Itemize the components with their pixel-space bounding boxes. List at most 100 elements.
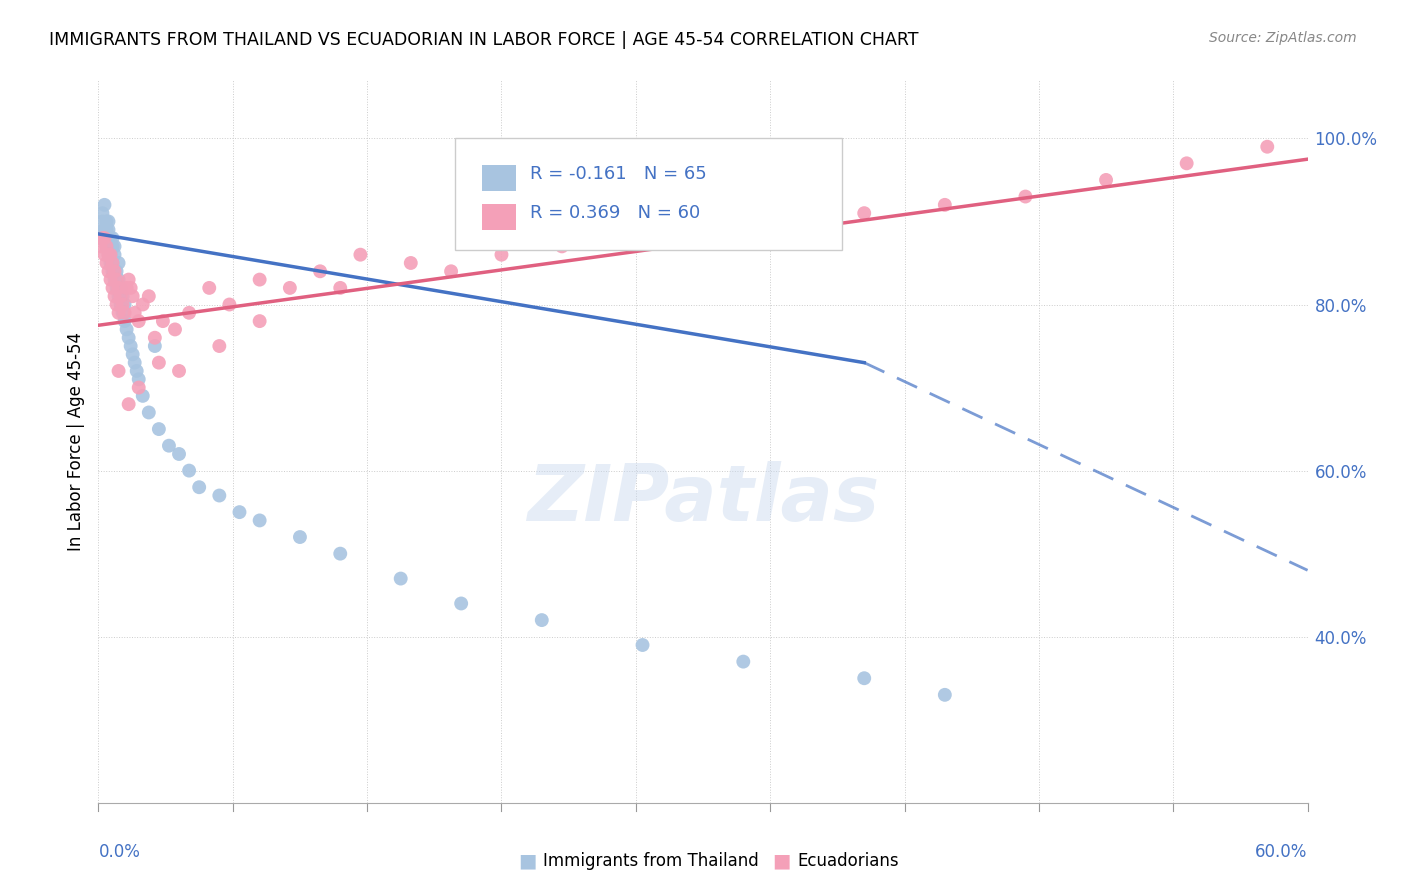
Point (399, 256, 422, 270)
Point (107, 281, 129, 295)
Point (101, 231, 124, 245)
Point (118, 331, 141, 345)
Point (329, 281, 352, 295)
Point (167, 447, 190, 461)
Point (111, 306, 134, 320)
Text: Source: ZipAtlas.com: Source: ZipAtlas.com (1209, 31, 1357, 45)
Point (1175, 156, 1198, 170)
Point (105, 281, 128, 295)
Point (128, 314, 150, 328)
Point (111, 289, 134, 303)
Point (89, 231, 111, 245)
Point (114, 297, 136, 311)
Point (107, 289, 129, 303)
Point (148, 356, 170, 370)
Point (100, 272, 122, 286)
Point (97, 248, 120, 262)
Point (853, 206, 876, 220)
Point (107, 256, 129, 270)
FancyBboxPatch shape (482, 203, 516, 230)
Point (120, 339, 142, 353)
Point (934, 198, 956, 212)
Point (132, 389, 155, 403)
Point (115, 281, 138, 295)
Point (249, 314, 271, 328)
Point (100, 256, 122, 270)
Point (551, 239, 574, 253)
Point (530, 613, 553, 627)
Point (853, 671, 876, 685)
Point (96, 231, 118, 245)
Point (138, 289, 160, 303)
Point (103, 248, 125, 262)
FancyBboxPatch shape (456, 138, 842, 250)
Text: 0.0%: 0.0% (98, 843, 141, 861)
Point (93, 223, 115, 237)
Point (111, 297, 134, 311)
Point (107, 306, 129, 320)
Point (103, 264, 125, 278)
Point (309, 264, 332, 278)
Point (97, 223, 120, 237)
Point (198, 281, 221, 295)
Point (249, 272, 271, 286)
Point (143, 331, 166, 345)
Point (167, 364, 190, 378)
Point (179, 464, 201, 478)
Point (93, 248, 115, 262)
Point (278, 281, 301, 295)
Point (288, 530, 311, 544)
Point (100, 248, 122, 262)
Point (349, 248, 371, 262)
Point (1256, 139, 1278, 153)
Text: ZIPatlas: ZIPatlas (527, 461, 879, 537)
Point (91, 214, 114, 228)
Point (118, 272, 141, 286)
Point (103, 264, 125, 278)
Point (125, 364, 148, 378)
Point (93, 231, 115, 245)
Point (389, 572, 412, 586)
Point (103, 272, 125, 286)
Point (100, 248, 122, 262)
Point (1014, 189, 1036, 203)
Point (1095, 173, 1118, 187)
Point (733, 655, 755, 669)
Point (772, 214, 794, 228)
Text: R = -0.161   N = 65: R = -0.161 N = 65 (530, 165, 707, 183)
Point (97, 239, 120, 253)
FancyBboxPatch shape (482, 164, 516, 191)
Point (91, 206, 114, 220)
Point (934, 688, 956, 702)
Point (96, 239, 118, 253)
Point (101, 256, 124, 270)
Point (96, 239, 118, 253)
Text: 60.0%: 60.0% (1256, 843, 1308, 861)
Point (218, 297, 240, 311)
Point (96, 223, 118, 237)
Point (157, 439, 180, 453)
Point (105, 264, 128, 278)
Point (631, 638, 654, 652)
Point (120, 281, 142, 295)
Point (692, 223, 714, 237)
Point (103, 289, 125, 303)
Point (138, 405, 160, 419)
Point (179, 306, 201, 320)
Text: IMMIGRANTS FROM THAILAND VS ECUADORIAN IN LABOR FORCE | AGE 45-54 CORRELATION CH: IMMIGRANTS FROM THAILAND VS ECUADORIAN I… (49, 31, 918, 49)
Point (115, 322, 138, 336)
Point (148, 422, 170, 436)
Point (440, 264, 463, 278)
Point (97, 214, 120, 228)
Point (97, 264, 120, 278)
Point (107, 272, 129, 286)
Point (128, 372, 150, 386)
Point (89, 239, 111, 253)
Text: ■: ■ (519, 851, 537, 870)
Point (110, 297, 132, 311)
Point (152, 314, 174, 328)
Point (101, 281, 124, 295)
Point (249, 513, 271, 527)
Point (208, 489, 231, 503)
Point (93, 198, 115, 212)
